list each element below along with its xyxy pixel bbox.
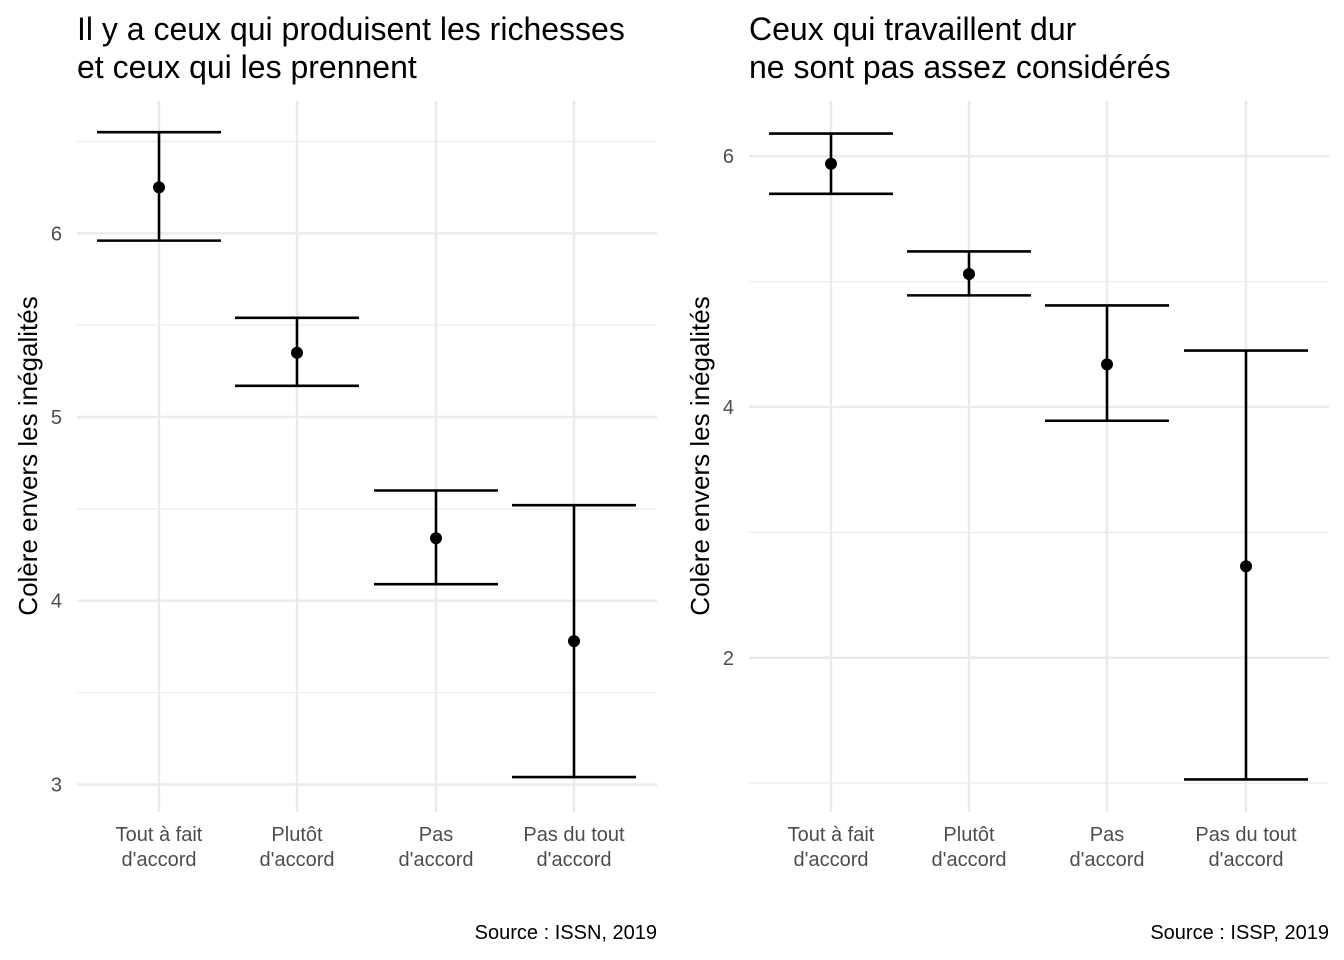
mean-point xyxy=(153,181,165,194)
x-tick-label: Pas xyxy=(1090,824,1124,846)
x-tick-label: d'accord xyxy=(537,849,612,871)
panel-right-y-axis-title: Colère envers les inégalités xyxy=(685,296,715,615)
mean-point xyxy=(825,157,837,170)
panel-right-x-tick-labels: Tout à fait d'accord Plutôt d'accord Pas… xyxy=(788,824,1297,871)
x-tick-label: Tout à fait xyxy=(116,824,203,846)
x-tick-label: d'accord xyxy=(399,849,474,871)
panel-left-title-line-2: et ceux qui les prennent xyxy=(77,49,417,85)
panel-left-y-tick-labels: 3 4 5 6 xyxy=(51,223,62,796)
mean-point xyxy=(430,532,442,545)
mean-point xyxy=(963,268,975,281)
panel-left: Il y a ceux qui produisent les richesses… xyxy=(13,11,657,944)
panel-right: Ceux qui travaillent dur ne sont pas ass… xyxy=(685,11,1329,944)
x-tick-label: d'accord xyxy=(932,849,1007,871)
x-tick-label: Plutôt xyxy=(271,824,323,846)
x-tick-label: Plutôt xyxy=(943,824,995,846)
x-tick-label: d'accord xyxy=(794,849,869,871)
x-tick-label: d'accord xyxy=(1209,849,1284,871)
mean-point xyxy=(291,346,303,359)
x-tick-label: Pas du tout xyxy=(1195,824,1297,846)
y-tick-label: 6 xyxy=(723,146,734,168)
panel-left-title-line-1: Il y a ceux qui produisent les richesses xyxy=(77,11,625,47)
panel-left-gridlines xyxy=(77,101,657,812)
panel-right-gridlines xyxy=(749,101,1329,812)
x-tick-label: d'accord xyxy=(1070,849,1145,871)
x-tick-label: Pas du tout xyxy=(523,824,625,846)
mean-point xyxy=(568,635,580,648)
y-tick-label: 3 xyxy=(51,774,62,796)
x-tick-label: Tout à fait xyxy=(788,824,875,846)
panel-right-caption: Source : ISSP, 2019 xyxy=(1150,922,1329,944)
y-tick-label: 2 xyxy=(723,648,734,670)
panel-left-errorbars xyxy=(97,130,636,779)
x-tick-label: Pas xyxy=(419,824,453,846)
panel-left-x-tick-labels: Tout à fait d'accord Plutôt d'accord Pas… xyxy=(116,824,625,871)
mean-point xyxy=(1101,358,1113,371)
y-tick-label: 5 xyxy=(51,407,62,429)
x-tick-label: d'accord xyxy=(122,849,197,871)
y-tick-label: 4 xyxy=(51,591,62,613)
x-tick-label: d'accord xyxy=(260,849,335,871)
panel-right-title-line-2: ne sont pas assez considérés xyxy=(749,49,1171,85)
panel-right-y-tick-labels: 2 4 6 xyxy=(723,146,734,670)
panel-left-caption: Source : ISSN, 2019 xyxy=(475,922,657,944)
y-tick-label: 4 xyxy=(723,397,734,419)
y-tick-label: 6 xyxy=(51,223,62,245)
panel-right-title-line-1: Ceux qui travaillent dur xyxy=(749,11,1077,47)
panel-left-y-axis-title: Colère envers les inégalités xyxy=(13,296,43,615)
panel-right-errorbars xyxy=(769,132,1308,781)
mean-point xyxy=(1240,560,1252,573)
